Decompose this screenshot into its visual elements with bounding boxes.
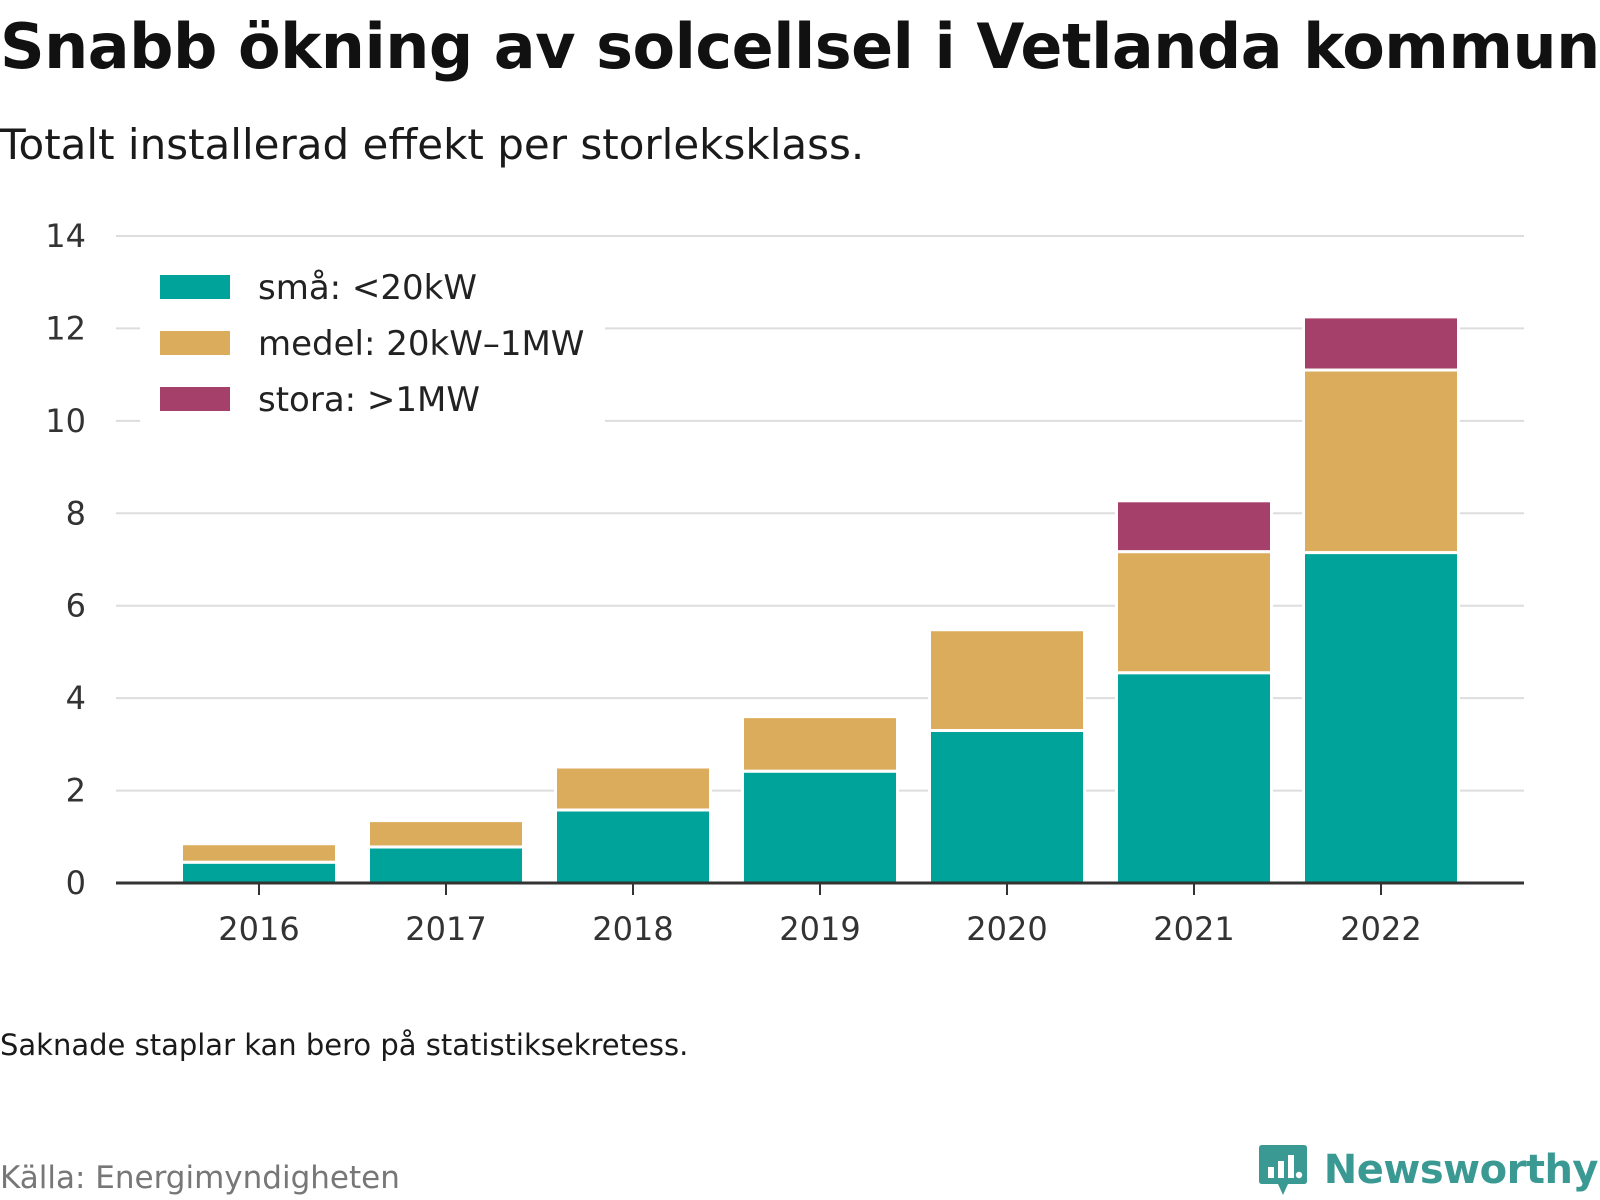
footnote: Saknade staplar kan bero på statistiksek… [0, 1028, 689, 1062]
brand-logo: Newsworthy [1258, 1143, 1599, 1197]
y-tick-label: 0 [66, 864, 86, 902]
x-tick-label: 2016 [218, 910, 299, 948]
bar-segment-large-2021 [1115, 499, 1273, 554]
y-tick-label: 14 [45, 217, 86, 255]
x-tick-label: 2020 [966, 910, 1047, 948]
x-tick-label: 2018 [592, 910, 673, 948]
bar-segment-small-2022 [1302, 551, 1460, 885]
y-tick-label: 12 [45, 309, 86, 347]
bar-segment-medium-2017 [367, 819, 525, 849]
bar-segment-medium-2020 [928, 628, 1086, 732]
bar-segment-medium-2019 [741, 715, 899, 773]
brand-name: Newsworthy [1323, 1147, 1599, 1193]
bar-segment-medium-2016 [180, 842, 338, 864]
x-tick-label: 2019 [779, 910, 860, 948]
x-tick-label: 2021 [1153, 910, 1234, 948]
y-tick-label: 6 [66, 587, 86, 625]
y-tick-label: 2 [66, 772, 86, 810]
legend-label: små: <20kW [258, 268, 477, 308]
legend-swatch [160, 331, 230, 355]
bar-segment-medium-2021 [1115, 550, 1273, 675]
y-tick-label: 4 [66, 679, 86, 717]
bar-segment-medium-2022 [1302, 368, 1460, 555]
source-credit: Källa: Energimyndigheten [0, 1160, 400, 1196]
bar-segment-small-2018 [554, 808, 712, 885]
legend-label: medel: 20kW–1MW [258, 324, 584, 364]
chart-subtitle: Totalt installerad effekt per storlekskl… [0, 120, 865, 169]
bar-segment-small-2016 [180, 860, 338, 885]
bar-chart-speech-bubble-icon [1258, 1145, 1307, 1195]
y-tick-label: 10 [45, 402, 86, 440]
bar-segment-small-2017 [367, 845, 525, 885]
x-tick-label: 2017 [405, 910, 486, 948]
x-tick-label: 2022 [1340, 910, 1421, 948]
bar-segment-medium-2018 [554, 765, 712, 812]
legend-swatch [160, 275, 230, 299]
legend-label: stora: >1MW [258, 380, 480, 420]
chart-title: Snabb ökning av solcellsel i Vetlanda ko… [0, 10, 1600, 83]
bar-segment-small-2019 [741, 769, 899, 885]
bar-segment-large-2022 [1302, 315, 1460, 372]
legend-swatch [160, 387, 230, 411]
bar-segment-small-2021 [1115, 671, 1273, 885]
bar-segment-small-2020 [928, 728, 1086, 885]
y-tick-label: 8 [66, 494, 86, 532]
stacked-bar-chart: 0 2 4 6 8 10 12 14 2016 2017 2018 2019 2020 2021 2022 s… [45, 217, 1524, 948]
